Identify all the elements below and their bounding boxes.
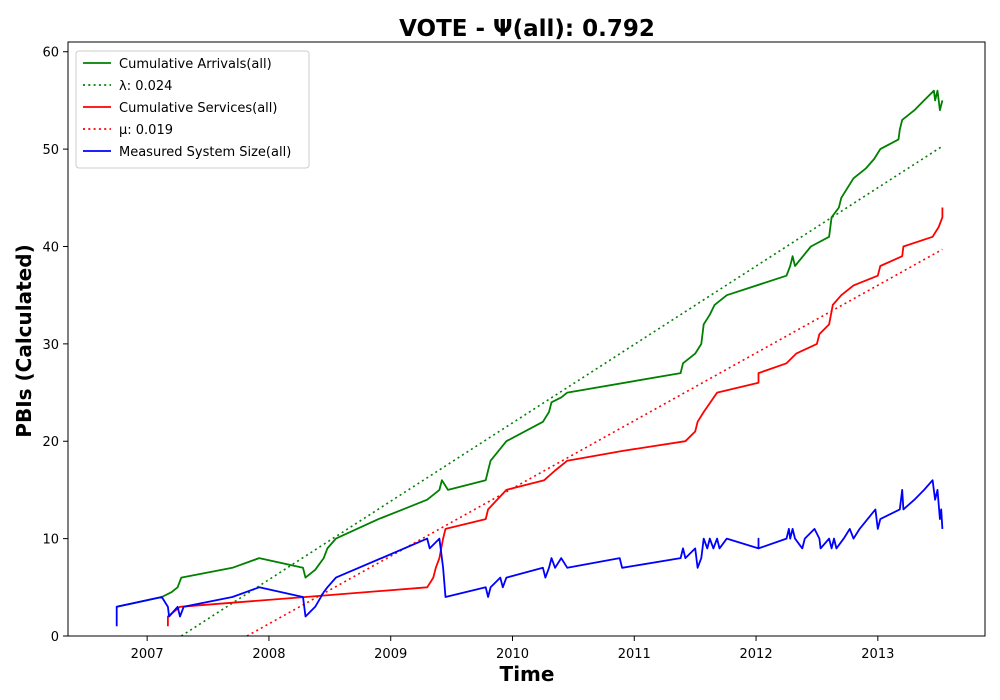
y-tick-label-30: 30 <box>42 338 59 353</box>
y-tick-label-10: 10 <box>42 533 59 548</box>
chart-title: VOTE - Ψ(all): 0.792 <box>399 16 655 42</box>
x-tick-label-2012: 2012 <box>740 647 773 662</box>
x-tick-label-2010: 2010 <box>496 647 529 662</box>
series-line-1 <box>180 145 943 637</box>
y-tick-label-0: 0 <box>51 630 59 645</box>
y-tick-label-20: 20 <box>42 435 59 450</box>
legend-label-2: Cumulative Services(all) <box>119 101 277 116</box>
series-line-2 <box>167 207 944 627</box>
x-tick-label-2007: 2007 <box>131 647 164 662</box>
series-line-4 <box>115 479 944 627</box>
series-layer <box>115 89 944 637</box>
legend-box <box>75 50 310 169</box>
series-line-0 <box>116 89 944 608</box>
x-tick-label-2011: 2011 <box>618 647 651 662</box>
x-tick-label-2009: 2009 <box>374 647 407 662</box>
x-tick-label-2008: 2008 <box>252 647 285 662</box>
y-tick-label-40: 40 <box>42 240 59 255</box>
x-axis-title: Time <box>500 662 555 686</box>
legend-label-4: Measured System Size(all) <box>119 145 291 160</box>
y-tick-label-60: 60 <box>42 46 59 61</box>
legend: Cumulative Arrivals(all) λ: 0.024 Cumulati… <box>75 50 310 169</box>
y-axis-title: PBIs (Calculated) <box>12 244 36 437</box>
series-line-3 <box>246 248 943 637</box>
plot-frame <box>67 41 986 637</box>
legend-label-1: λ: 0.024 <box>119 79 172 94</box>
x-tick-label-2013: 2013 <box>861 647 894 662</box>
y-tick-label-50: 50 <box>42 143 59 158</box>
axes-layer: 2007 2008 2009 2010 2011 2012 2013 0 10 20 30 40 50 6… <box>42 41 986 662</box>
legend-label-3: μ: 0.019 <box>119 123 173 138</box>
legend-label-0: Cumulative Arrivals(all) <box>119 57 272 72</box>
